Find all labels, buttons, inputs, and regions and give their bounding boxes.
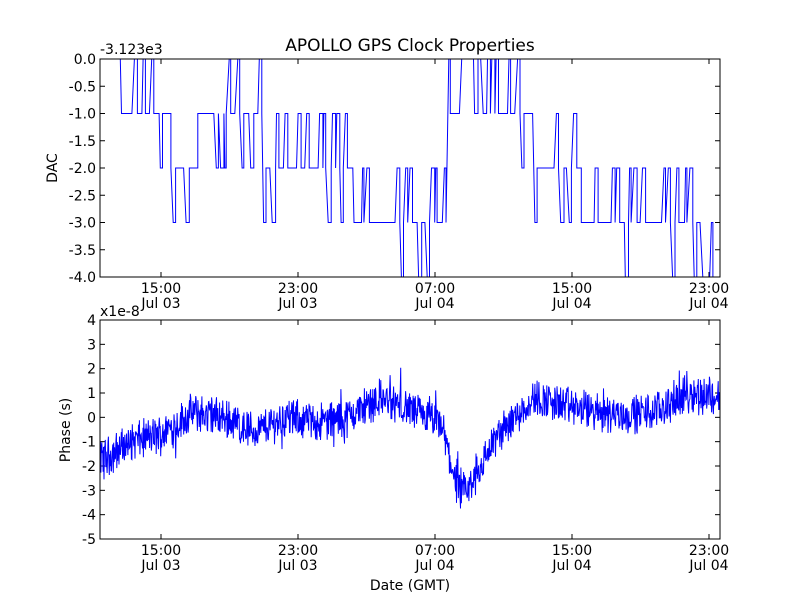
phase-xtick-date: Jul 04 [688, 558, 728, 574]
phase-ytick-label: -1 [82, 435, 96, 451]
phase-ytick-label: 4 [87, 313, 96, 329]
dac-ytick-label: -1.5 [69, 134, 96, 150]
phase-axes-frame [99, 319, 721, 540]
dac-xtick-date: Jul 04 [414, 296, 454, 312]
phase-xtick-time: 15:00 [552, 543, 592, 559]
dac-ytick-label: -3.5 [69, 243, 96, 259]
phase-ytick-label: 2 [87, 362, 96, 378]
dac-offset-label: -3.123e3 [100, 42, 163, 58]
dac-xtick-time: 23:00 [689, 281, 729, 297]
dac-xtick-date: Jul 04 [688, 296, 728, 312]
dac-series-line [100, 58, 719, 278]
phase-xtick-time: 07:00 [415, 543, 455, 559]
dac-xtick-date: Jul 03 [277, 296, 317, 312]
phase-xtick-time: 23:00 [689, 543, 729, 559]
phase-y-ticks: 4 3 2 1 0 -1 -2 -3 -4 -5 [82, 313, 720, 548]
dac-ytick-label: -4.0 [69, 270, 96, 286]
phase-series-line [99, 367, 721, 509]
phase-ytick-label: 3 [87, 337, 96, 353]
phase-xtick-time: 15:00 [141, 543, 181, 559]
dac-xtick-time: 15:00 [552, 281, 592, 297]
dac-axes-frame [99, 58, 721, 278]
phase-xtick-date: Jul 04 [414, 558, 454, 574]
phase-ytick-label: 0 [87, 410, 96, 426]
dac-panel: -3.123e3 DAC 0.0 -0.5 -1.0 -1.5 -2.0 -2.5 -3.0… [45, 42, 729, 312]
phase-ytick-label: 1 [87, 386, 96, 402]
dac-xtick-date: Jul 04 [551, 296, 591, 312]
phase-xtick-time: 23:00 [278, 543, 318, 559]
phase-xtick-date: Jul 04 [551, 558, 591, 574]
phase-ytick-label: -4 [82, 508, 96, 524]
phase-ylabel: Phase (s) [58, 398, 74, 462]
dac-ytick-label: 0.0 [74, 52, 96, 68]
phase-ytick-label: -2 [82, 459, 96, 475]
dac-ytick-label: -2.5 [69, 188, 96, 204]
phase-xlabel: Date (GMT) [370, 578, 450, 594]
phase-xtick-date: Jul 03 [277, 558, 317, 574]
dac-ytick-label: -2.0 [69, 161, 96, 177]
chart-title: APOLLO GPS Clock Properties [285, 36, 535, 56]
dac-ytick-label: -0.5 [69, 79, 96, 95]
phase-offset-label: x1e-8 [100, 304, 140, 320]
dac-xtick-time: 23:00 [278, 281, 318, 297]
phase-ytick-label: -5 [82, 532, 96, 548]
dac-xtick-time: 15:00 [141, 281, 181, 297]
dac-xtick-time: 07:00 [415, 281, 455, 297]
dac-xtick-date: Jul 03 [140, 296, 180, 312]
dac-ytick-label: -3.0 [69, 216, 96, 232]
phase-ytick-label: -3 [82, 483, 96, 499]
dac-ylabel: DAC [45, 153, 61, 183]
dac-ytick-label: -1.0 [69, 107, 96, 123]
dac-y-ticks: 0.0 -0.5 -1.0 -1.5 -2.0 -2.5 -3.0 -3.5 -4.0 [69, 52, 720, 286]
phase-xtick-date: Jul 03 [140, 558, 180, 574]
